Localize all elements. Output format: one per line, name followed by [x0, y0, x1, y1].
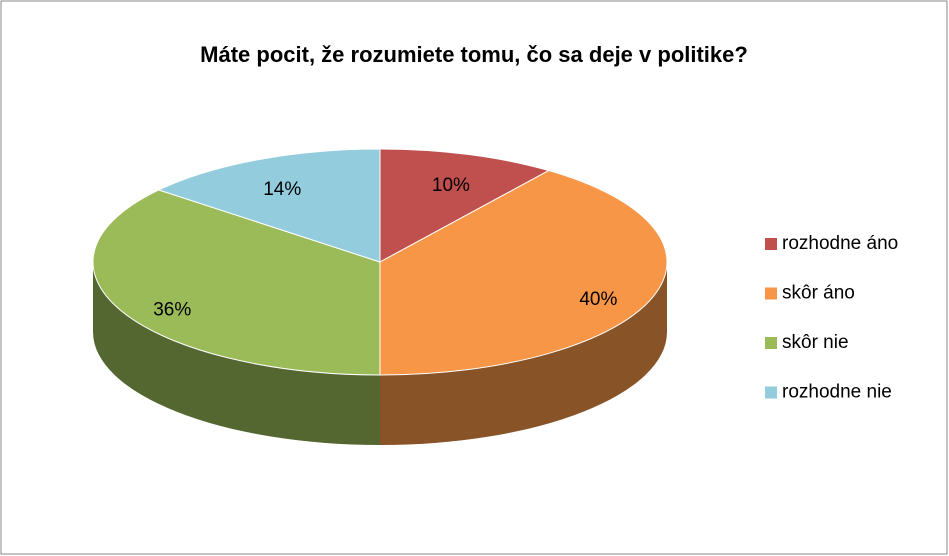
data-label: 10% [432, 175, 470, 196]
legend-swatch [765, 386, 777, 399]
pie-slice [379, 170, 668, 376]
chart-title: Máte pocit, že rozumiete tomu, čo sa dej… [200, 42, 748, 67]
legend-swatch [765, 287, 777, 300]
legend-swatch [765, 337, 777, 349]
data-label: 36% [153, 300, 191, 321]
legend-label: skôr nie [782, 332, 849, 353]
legend-label: rozhodne nie [782, 382, 892, 403]
pie-slice-side [380, 262, 667, 445]
pie-slice [379, 148, 551, 263]
data-label: 40% [579, 289, 617, 310]
pie-slice-side [93, 262, 380, 445]
pie-slice [92, 189, 381, 376]
data-label: 14% [263, 179, 301, 200]
legend-label: rozhodne áno [782, 233, 898, 254]
legend-swatch [765, 238, 777, 250]
legend-label: skôr áno [782, 283, 855, 304]
pie-slice [157, 148, 381, 263]
